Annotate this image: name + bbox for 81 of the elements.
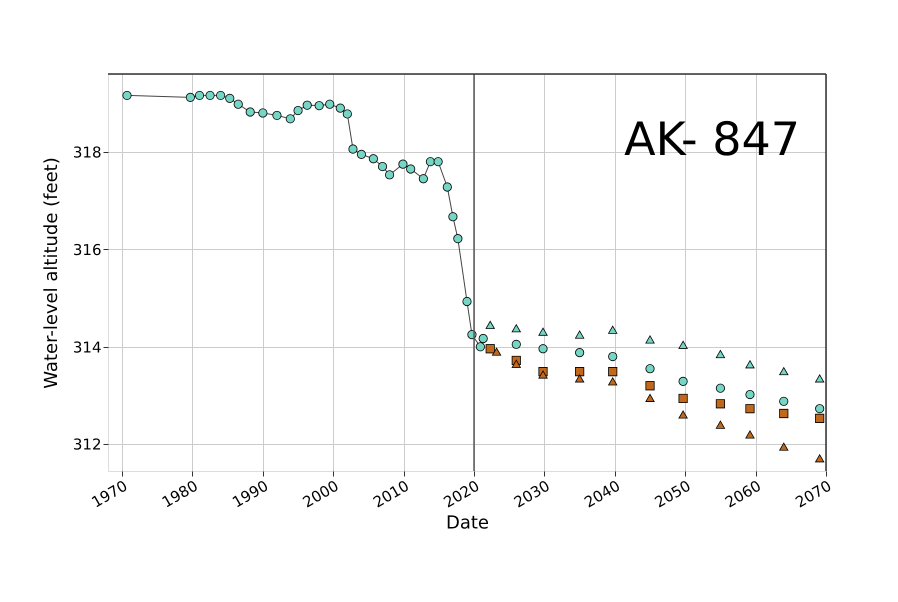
point bbox=[453, 234, 462, 244]
point bbox=[194, 90, 204, 100]
point bbox=[442, 182, 452, 192]
point bbox=[575, 330, 584, 339]
point bbox=[815, 454, 824, 462]
point bbox=[258, 108, 268, 118]
point bbox=[398, 160, 408, 169]
point bbox=[325, 100, 334, 109]
point bbox=[418, 174, 428, 184]
point bbox=[205, 90, 215, 100]
point bbox=[538, 344, 548, 354]
point bbox=[645, 335, 655, 344]
point bbox=[779, 367, 788, 376]
point bbox=[368, 154, 378, 164]
point bbox=[434, 157, 443, 166]
point bbox=[478, 334, 488, 344]
point bbox=[608, 367, 618, 376]
x-axis-title: Date bbox=[446, 512, 490, 534]
point bbox=[815, 374, 824, 382]
point bbox=[512, 360, 521, 368]
point bbox=[716, 420, 725, 429]
point bbox=[575, 348, 584, 358]
point bbox=[678, 410, 688, 419]
point bbox=[779, 442, 788, 451]
point bbox=[716, 384, 725, 393]
point bbox=[645, 381, 655, 390]
point bbox=[815, 414, 824, 423]
point bbox=[512, 324, 521, 332]
point bbox=[476, 342, 485, 352]
point bbox=[815, 404, 824, 414]
point bbox=[745, 430, 755, 438]
point bbox=[246, 107, 255, 117]
point bbox=[378, 162, 388, 172]
point bbox=[186, 92, 195, 102]
point bbox=[678, 394, 688, 404]
y-tick-label: 314 bbox=[72, 338, 102, 356]
point bbox=[225, 94, 234, 103]
point bbox=[608, 326, 618, 334]
point bbox=[406, 164, 416, 174]
point bbox=[678, 340, 688, 349]
point bbox=[486, 344, 495, 354]
point bbox=[716, 399, 725, 408]
point bbox=[678, 376, 688, 386]
point bbox=[462, 296, 472, 306]
y-tick-label: 312 bbox=[72, 436, 102, 454]
y-tick-label: 316 bbox=[72, 240, 102, 259]
point bbox=[356, 150, 366, 159]
point bbox=[293, 106, 303, 116]
point bbox=[216, 90, 226, 100]
point bbox=[745, 390, 755, 400]
annotation: AK- 847 bbox=[624, 112, 800, 166]
point bbox=[448, 212, 458, 222]
point bbox=[492, 348, 502, 356]
point bbox=[486, 320, 495, 329]
point bbox=[348, 144, 358, 154]
point bbox=[645, 394, 655, 402]
point bbox=[272, 110, 282, 120]
point bbox=[234, 100, 243, 109]
point bbox=[575, 367, 584, 376]
point bbox=[779, 396, 788, 406]
point bbox=[779, 408, 788, 418]
y-axis-title: Water-level altitude (feet) bbox=[40, 157, 62, 389]
point bbox=[302, 100, 312, 110]
point bbox=[384, 170, 394, 180]
point bbox=[122, 90, 132, 100]
point bbox=[538, 370, 548, 379]
point bbox=[645, 364, 655, 374]
point bbox=[286, 114, 295, 124]
point bbox=[512, 340, 521, 349]
point bbox=[538, 328, 548, 336]
point bbox=[745, 360, 755, 368]
point bbox=[745, 404, 755, 414]
y-tick-label: 318 bbox=[72, 143, 102, 162]
point bbox=[426, 157, 435, 166]
point bbox=[716, 350, 725, 358]
point bbox=[608, 377, 618, 386]
point bbox=[575, 374, 584, 382]
point bbox=[342, 109, 352, 119]
point bbox=[336, 104, 345, 113]
point bbox=[314, 101, 324, 110]
point bbox=[608, 352, 618, 362]
